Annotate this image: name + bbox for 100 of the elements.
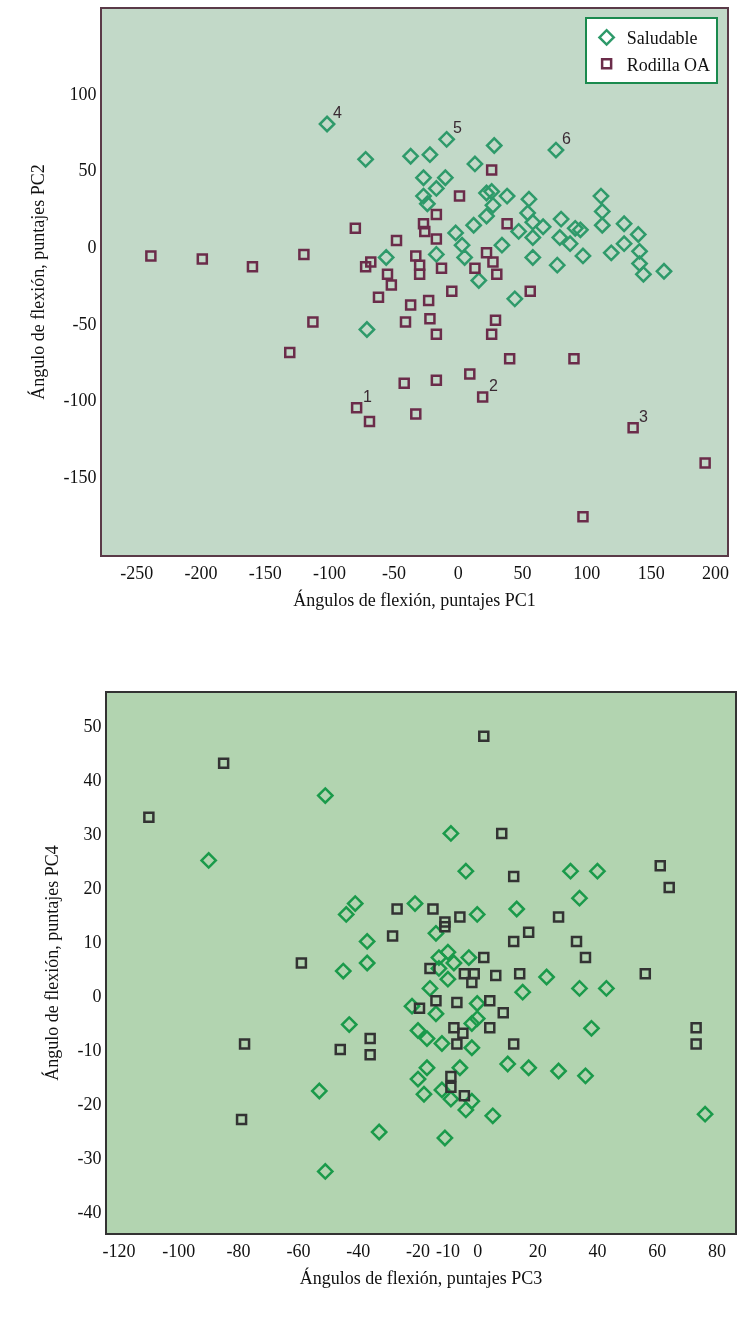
- point: [390, 234, 403, 247]
- point: [453, 190, 466, 202]
- x-tick-label: -40: [346, 1240, 371, 1261]
- point: [409, 1070, 427, 1088]
- point: [350, 402, 363, 414]
- point: [485, 164, 498, 176]
- point: [497, 1006, 509, 1019]
- x-tick-label: 200: [701, 562, 729, 583]
- point: [427, 245, 445, 263]
- point: [499, 1055, 517, 1073]
- x-tick-label: -50: [381, 562, 406, 583]
- point: [458, 1090, 471, 1102]
- x-tick-label: -200: [184, 562, 218, 583]
- point: [469, 262, 481, 274]
- point: [454, 911, 466, 923]
- point: [430, 949, 448, 966]
- point: [506, 290, 524, 308]
- point: [483, 183, 501, 200]
- annotation: 4: [333, 104, 342, 121]
- point: [593, 216, 611, 234]
- x-tick-label: -250: [120, 562, 154, 583]
- point: [456, 249, 474, 266]
- point: [447, 224, 465, 242]
- x-tick-label: -100: [162, 1240, 196, 1261]
- point: [439, 970, 457, 988]
- y-tick-label: -150: [63, 467, 97, 488]
- point: [364, 1032, 376, 1045]
- x-axis-title: Ángulos de flexión, puntajes PC1: [293, 589, 536, 611]
- point: [358, 933, 376, 950]
- point: [484, 1107, 502, 1125]
- x-tick-label: 150: [637, 562, 665, 583]
- point: [445, 1081, 457, 1093]
- point: [574, 247, 592, 265]
- point: [519, 204, 537, 222]
- point: [572, 221, 589, 239]
- point: [507, 935, 520, 948]
- point: [200, 852, 218, 869]
- point: [143, 811, 155, 823]
- point: [538, 968, 555, 986]
- y-tick-label: 50: [78, 160, 97, 181]
- point: [196, 253, 209, 265]
- point: [410, 408, 422, 420]
- point: [217, 757, 230, 769]
- point: [458, 968, 471, 980]
- point: [510, 222, 528, 240]
- point: [238, 1038, 251, 1050]
- point: [457, 1027, 469, 1039]
- point: [478, 951, 490, 964]
- point: [570, 935, 583, 948]
- point: [485, 328, 498, 340]
- point: [235, 1113, 248, 1126]
- point: [547, 141, 565, 159]
- point: [485, 137, 503, 154]
- point: [421, 979, 439, 997]
- point: [524, 285, 536, 297]
- point: [589, 862, 606, 880]
- point: [316, 787, 334, 804]
- point: [451, 996, 463, 1009]
- point: [457, 862, 475, 880]
- point: [534, 218, 552, 236]
- x-axis-title: Ángulos de flexión, puntajes PC3: [299, 1267, 543, 1289]
- point: [655, 262, 673, 280]
- point: [424, 962, 436, 975]
- point: [409, 1022, 427, 1039]
- point: [487, 256, 499, 268]
- point: [466, 155, 484, 173]
- point: [548, 256, 566, 274]
- point: [507, 1038, 520, 1050]
- point: [480, 247, 493, 259]
- point: [566, 219, 584, 237]
- y-tick-label: -30: [77, 1147, 102, 1168]
- point: [424, 313, 436, 325]
- point: [410, 250, 422, 262]
- point: [524, 213, 542, 231]
- point: [508, 900, 526, 918]
- point: [568, 352, 580, 365]
- point: [413, 268, 426, 281]
- point: [316, 1163, 334, 1180]
- point: [402, 147, 420, 165]
- point: [365, 256, 377, 268]
- point: [436, 169, 454, 187]
- point: [430, 328, 443, 340]
- point: [404, 299, 417, 311]
- point: [507, 870, 520, 883]
- x-tick-label: 0: [453, 562, 463, 583]
- point: [438, 130, 456, 148]
- point: [520, 190, 538, 208]
- point: [463, 1039, 481, 1057]
- point: [381, 268, 394, 281]
- point: [550, 1062, 567, 1080]
- point: [663, 881, 675, 894]
- point: [571, 889, 588, 907]
- point: [513, 968, 526, 980]
- point: [391, 903, 403, 915]
- point: [465, 216, 483, 234]
- point: [478, 184, 495, 202]
- point: [478, 207, 495, 225]
- point: [552, 911, 565, 923]
- point: [415, 169, 432, 187]
- point: [446, 285, 458, 297]
